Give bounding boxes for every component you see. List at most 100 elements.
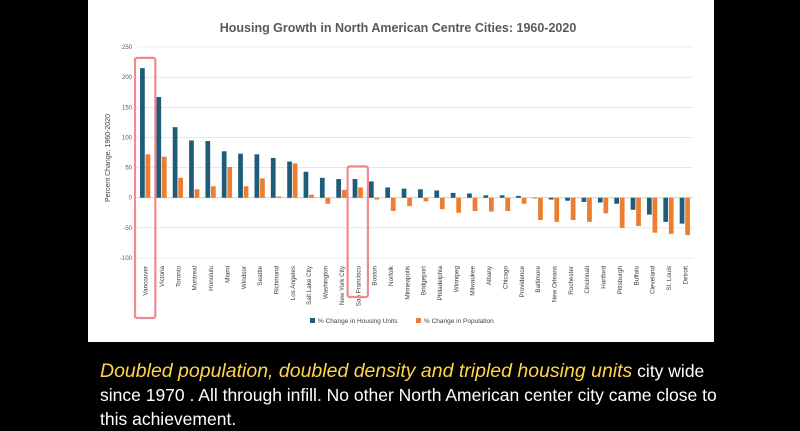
bar-population-detroit [685,197,690,236]
bar-population-richmond [276,196,282,198]
bar-population-st-louis [668,197,674,234]
category-label-new-york-city: New York City [339,265,346,305]
y-tick-200: 200 [122,75,133,81]
bar-population-miami [227,166,233,198]
category-label-providence: Providence [519,266,526,298]
bar-population-vancouver [145,154,151,198]
bar-population-chicago [505,197,511,211]
category-label-seattle: Seattle [257,266,264,286]
y-tick-labels: 250 200 150 100 50 0 -50 -100 [120,45,133,262]
bar-housing-washington [319,177,325,198]
bar-housing-cleveland [646,197,652,215]
category-label-pittsburgh: Pittsburgh [617,266,624,295]
bar-housing-los-angeles [287,161,292,198]
category-label-salt-lake-city: Salt Lake City [306,265,313,305]
bar-population-washington [325,197,331,204]
bar-population-toronto [178,177,184,198]
legend-label-0: % Change in Housing Units [318,318,398,325]
y-tick-150: 150 [122,105,133,111]
category-label-norfolk: Norfolk [388,265,395,286]
bar-population-boston [374,197,380,200]
bar-housing-salt-lake-city [303,171,309,198]
bar-population-honolulu [210,186,216,198]
category-label-albany: Albany [486,265,493,285]
bar-population-philadelphia [439,197,445,210]
category-label-hartford: Hartford [601,266,608,289]
bar-population-milwaukee [472,197,478,211]
bar-housing-pittsburgh [614,197,620,204]
bar-population-baltimore [538,197,543,221]
bar-housing-hartford [597,197,603,203]
bar-housing-montreal [189,140,194,198]
bar-housing-providence [516,195,521,198]
bar-housing-cincinnati [581,197,587,202]
bar-housing-windsor [238,153,243,198]
bar-population-seattle [260,178,265,198]
y-tick-50: 50 [125,166,132,172]
category-label-st-louis: St. Louis [666,266,673,291]
category-label-montreal: Montreal [192,266,199,291]
y-axis-label: Percent Change, 1960-2020 [105,114,112,202]
bar-population-buffalo [636,197,641,227]
category-label-honolulu: Honolulu [208,266,215,291]
category-label-toronto: Toronto [175,266,182,288]
bar-housing-miami [221,151,227,198]
bar-population-montreal [194,189,200,198]
bar-population-cleveland [652,197,658,233]
bar-housing-vancouver [140,68,145,198]
category-label-baltimore: Baltimore [535,266,542,293]
highlight-box-vancouver [133,56,157,320]
gridlines [137,46,693,259]
category-label-cincinnati: Cincinnati [584,266,591,294]
bar-population-minneapolis [407,197,412,207]
bar-housing-chicago [499,195,505,198]
category-label-miami: Miami [224,266,231,283]
bar-population-providence [521,197,527,204]
bar-housing-st-louis [663,197,669,222]
bar-population-new-orleans [554,197,560,222]
category-label-rochester: Rochester [568,266,575,295]
bar-housing-buffalo [630,197,636,210]
highlight-boxes [133,56,370,320]
bar-housing-new-york-city [336,179,342,198]
bar-population-salt-lake-city [309,194,314,198]
category-label-detroit: Detroit [682,266,689,285]
caption-highlight: Doubled population, doubled density and … [100,360,633,382]
bar-housing-philadelphia [434,190,440,198]
bar-housing-seattle [254,154,260,198]
category-label-los-angeles: Los Angeles [290,266,297,300]
bar-housing-boston [368,181,374,198]
bars [140,68,690,236]
category-label-richmond: Richmond [274,266,281,295]
category-label-milwaukee: Milwaukee [470,266,477,296]
legend-swatch-0 [310,318,315,323]
category-label-san-francisco: San Francisco [355,266,362,307]
bar-housing-bridgeport [418,189,423,198]
bar-population-bridgeport [423,197,429,202]
bar-population-albany [488,197,494,212]
category-label-cleveland: Cleveland [650,266,657,295]
y-tick--50: -50 [123,226,132,232]
bar-housing-toronto [172,127,178,198]
category-label-buffalo: Buffalo [633,266,640,286]
bar-housing-richmond [270,157,276,198]
bar-housing-baltimore [532,197,538,199]
bar-housing-norfolk [385,187,391,198]
category-label-vancouver: Vancouver [143,266,150,296]
legend: % Change in Housing Units % Change in Pop… [310,318,494,325]
chart-panel: Housing Growth in North American Centre … [88,0,714,342]
category-label-bridgeport: Bridgeport [421,266,428,295]
y-tick-0: 0 [129,196,133,202]
category-label-washington: Washington [323,266,330,300]
bar-housing-milwaukee [467,193,472,198]
bar-population-rochester [570,197,576,221]
category-label-new-orleans: New Orleans [552,266,559,302]
housing-growth-chart: Housing Growth in North American Centre … [105,21,693,325]
category-labels: Vancouver Victoria Toronto Montreal Honolulu… [143,265,690,306]
bar-housing-rochester [565,197,570,201]
bar-population-san-francisco [358,187,363,198]
bar-population-new-york-city [341,189,347,198]
category-label-victoria: Victoria [159,266,166,287]
bar-housing-san-francisco [352,179,358,198]
category-label-windsor: Windsor [241,266,248,289]
